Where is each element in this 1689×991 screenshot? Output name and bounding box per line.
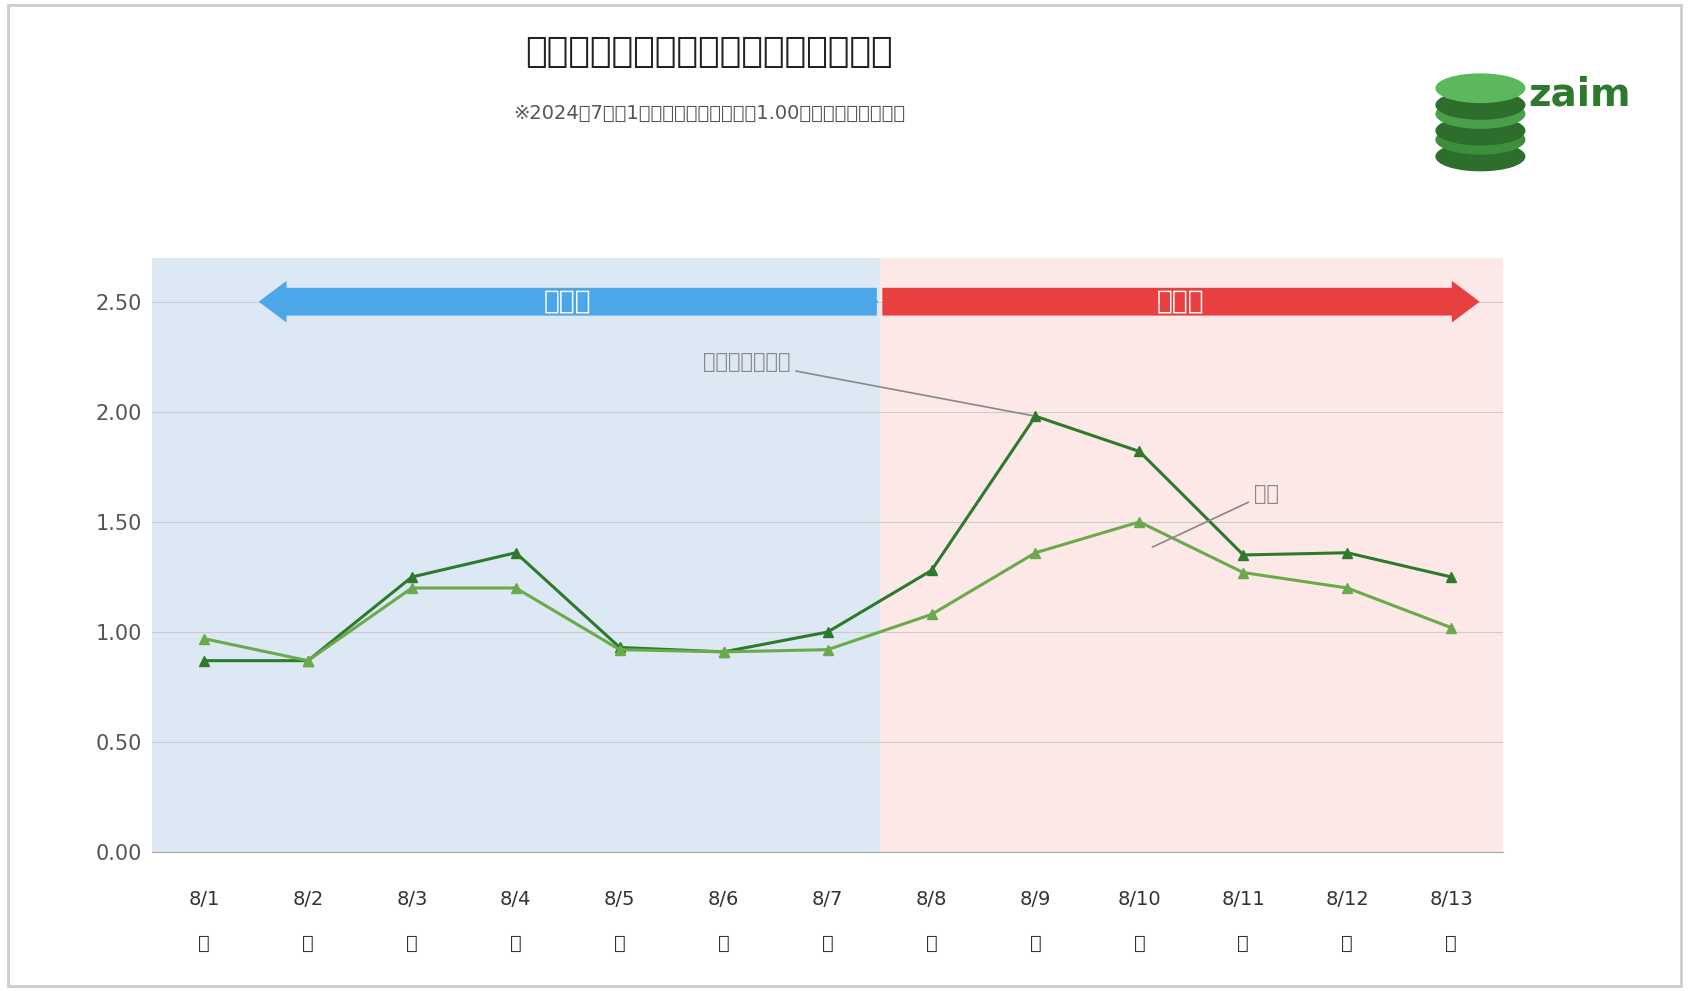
Text: zaim: zaim [1529, 75, 1632, 113]
Text: 8/10: 8/10 [1118, 890, 1162, 909]
Bar [880, 258, 1503, 852]
Text: 8/12: 8/12 [1326, 890, 1370, 909]
Text: 8/3: 8/3 [397, 890, 427, 909]
Text: 発表前: 発表前 [544, 288, 591, 315]
Text: 月: 月 [613, 934, 625, 952]
Ellipse shape [1436, 126, 1525, 154]
Text: 8/4: 8/4 [500, 890, 532, 909]
Text: 水: 水 [823, 934, 833, 952]
Ellipse shape [1436, 74, 1525, 102]
Text: 全国: 全国 [1152, 484, 1279, 547]
Text: 8/6: 8/6 [708, 890, 740, 909]
Text: ※2024年7月の1日あたり平均支出額を1.00とした場合の変動比: ※2024年7月の1日あたり平均支出額を1.00とした場合の変動比 [513, 104, 905, 123]
FancyArrowPatch shape [882, 280, 1480, 322]
Text: 8/13: 8/13 [1429, 890, 1473, 909]
Text: 日: 日 [510, 934, 522, 952]
Text: 8/1: 8/1 [187, 890, 220, 909]
Text: 金: 金 [302, 934, 314, 952]
Text: 火: 火 [718, 934, 730, 952]
Text: 8/11: 8/11 [1221, 890, 1265, 909]
Text: 発表後: 発表後 [1157, 288, 1204, 315]
Text: 8/8: 8/8 [915, 890, 948, 909]
Text: 土: 土 [405, 934, 417, 952]
Text: 木: 木 [198, 934, 209, 952]
Ellipse shape [1436, 143, 1525, 170]
Ellipse shape [1436, 100, 1525, 128]
Text: 8/9: 8/9 [1020, 890, 1051, 909]
Text: 木: 木 [926, 934, 937, 952]
Text: 金: 金 [1030, 934, 1042, 952]
Text: 8/5: 8/5 [605, 890, 635, 909]
FancyArrowPatch shape [258, 280, 877, 322]
Text: 災害対策関連品目における支出の総額: 災害対策関連品目における支出の総額 [525, 35, 893, 68]
Text: 土: 土 [1133, 934, 1145, 952]
Text: 火: 火 [1446, 934, 1458, 952]
Text: 日: 日 [1238, 934, 1250, 952]
Text: 8/7: 8/7 [812, 890, 843, 909]
Ellipse shape [1436, 117, 1525, 145]
Bar [152, 258, 880, 852]
Text: 祝: 祝 [1341, 934, 1353, 952]
Text: 8/2: 8/2 [292, 890, 324, 909]
Ellipse shape [1436, 91, 1525, 119]
Text: 被害予想エリア: 被害予想エリア [703, 352, 1032, 415]
